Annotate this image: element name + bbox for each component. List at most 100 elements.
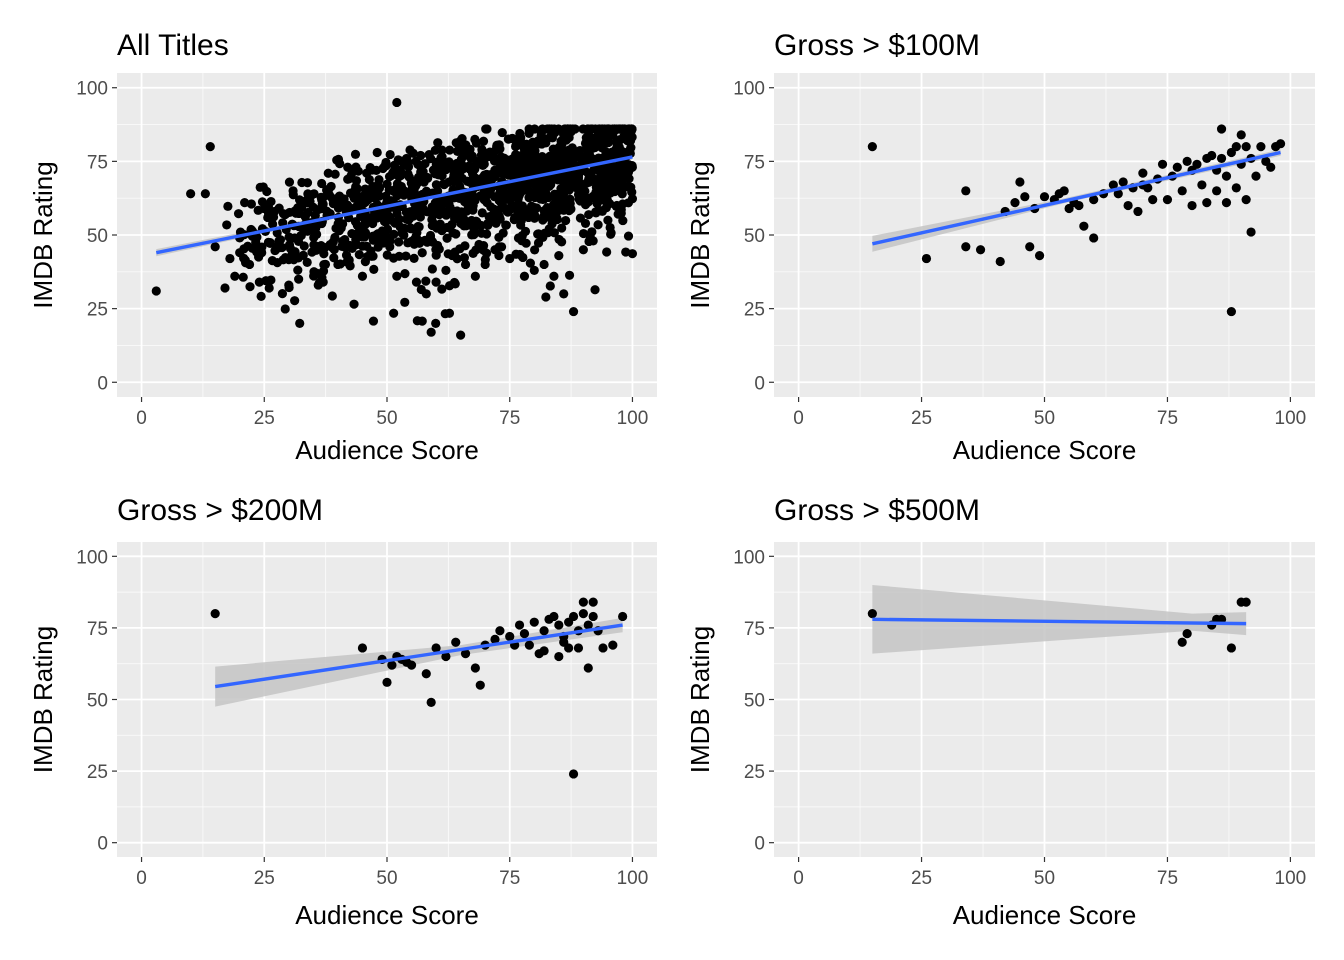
data-point [463,205,473,215]
data-point [427,220,437,231]
data-point [418,174,428,184]
data-point [465,144,475,154]
data-point [540,134,551,144]
data-point [1148,195,1158,205]
data-point [475,680,485,690]
data-point [435,219,445,229]
data-point [545,281,555,291]
data-point [530,245,540,255]
data-point [587,227,597,237]
data-point [490,634,500,644]
data-point [503,170,514,180]
y-tick-label: 100 [733,79,765,100]
data-point [583,663,593,673]
y-tick-label: 0 [97,834,108,855]
data-point [1207,150,1217,161]
data-point [210,608,220,619]
data-point [1162,195,1173,205]
data-point [392,191,402,201]
data-point [350,149,361,159]
data-point [320,259,331,269]
data-point [366,246,376,256]
data-point [382,250,392,260]
data-point [518,152,528,162]
data-point [459,253,469,263]
data-point [220,283,230,293]
data-point [406,660,417,670]
data-point [357,271,368,281]
y-tick-label: 75 [87,152,108,173]
x-tick-label: 100 [1275,868,1307,889]
data-point [565,194,575,204]
data-point [431,277,441,287]
data-point [470,164,480,174]
data-point [421,669,431,679]
data-point [575,213,586,223]
data-point [1010,198,1020,208]
data-point [233,209,244,219]
data-point [438,179,448,189]
data-point [459,221,469,231]
data-point [478,136,489,146]
data-point [395,222,405,232]
x-axis-title: Audience Score [295,435,479,465]
data-point [327,193,337,203]
data-point [1216,153,1227,164]
data-point [456,330,466,340]
data-point [356,211,366,221]
data-point [1079,221,1089,231]
data-point [223,201,233,211]
x-tick-label: 0 [136,408,147,429]
y-tick-label: 0 [754,373,765,394]
data-point [568,611,579,622]
data-point [593,220,603,230]
data-point [529,617,539,627]
data-point [1089,233,1099,243]
data-point [1133,206,1143,217]
data-point [441,651,451,662]
data-point [593,136,603,146]
data-point [415,206,426,216]
y-tick-label: 0 [97,373,108,394]
data-point [540,174,550,185]
data-point [520,145,530,155]
confidence-band [872,584,1247,654]
data-point [392,97,402,108]
data-point [455,136,465,147]
data-point [539,646,549,656]
data-point [470,271,480,281]
data-point [1089,195,1099,205]
data-point [583,620,593,630]
data-point [272,228,282,238]
data-point [499,153,509,163]
data-point [1221,171,1232,181]
data-point [495,191,505,201]
data-point [151,286,161,296]
data-point [257,197,268,207]
x-tick-label: 25 [911,868,932,889]
data-point [318,200,328,211]
panel-4: 0 25 50 75 100 0 25 50 75 100 Gross > $500M Audienc… [685,494,1315,930]
data-point [354,250,364,260]
data-point [564,270,575,280]
data-point [617,189,627,199]
data-point [495,214,505,224]
data-point [389,308,399,318]
data-point [590,285,600,295]
regression-line [872,617,1247,626]
data-point [511,141,521,152]
data-point [588,611,598,622]
data-point [609,149,619,159]
x-tick-label: 0 [793,408,804,429]
data-point [515,163,525,173]
panel-title: Gross > $500M [774,494,980,527]
data-point [1246,227,1256,237]
data-point [539,259,549,270]
data-point [460,649,471,659]
data-point [1123,200,1133,211]
data-point [523,210,533,220]
data-point [1231,142,1241,152]
data-point [277,289,288,299]
data-point [535,194,546,204]
data-point [417,248,427,258]
